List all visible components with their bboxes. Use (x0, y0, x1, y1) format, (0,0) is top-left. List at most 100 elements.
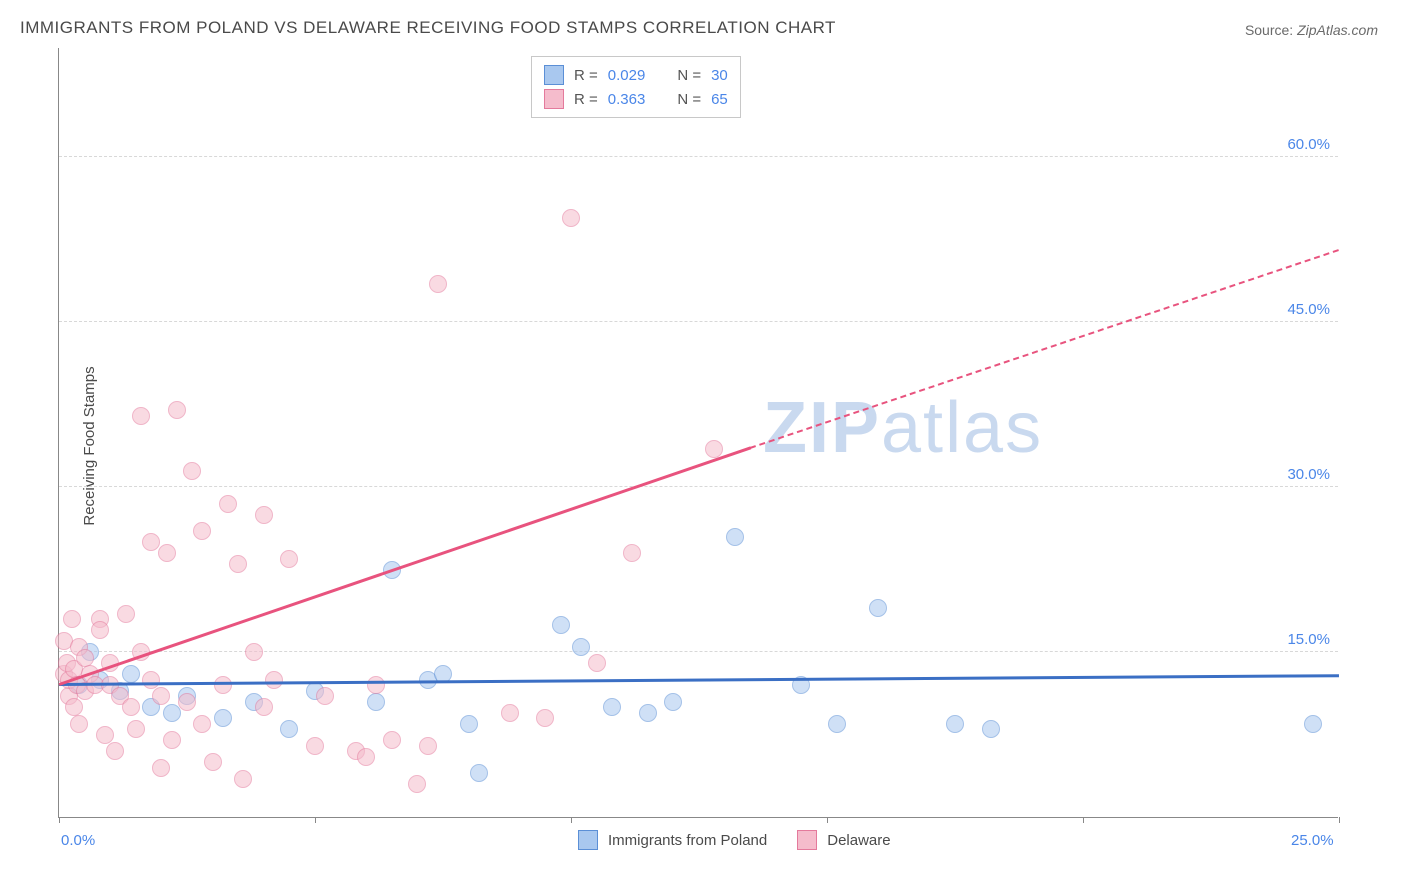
data-point-delaware (229, 555, 247, 573)
y-tick-label: 45.0% (1287, 301, 1330, 318)
source-attribution: Source: ZipAtlas.com (1245, 22, 1378, 38)
data-point-poland (163, 704, 181, 722)
data-point-delaware (214, 676, 232, 694)
data-point-delaware (316, 687, 334, 705)
data-point-poland (572, 638, 590, 656)
data-point-poland (1304, 715, 1322, 733)
trend-line-poland (59, 674, 1339, 685)
data-point-delaware (367, 676, 385, 694)
data-point-delaware (419, 737, 437, 755)
data-point-delaware (357, 748, 375, 766)
data-point-delaware (280, 550, 298, 568)
y-tick-label: 60.0% (1287, 136, 1330, 153)
data-point-delaware (562, 209, 580, 227)
data-point-delaware (536, 709, 554, 727)
x-tick (315, 817, 316, 823)
data-point-delaware (142, 671, 160, 689)
data-point-poland (367, 693, 385, 711)
data-point-delaware (65, 698, 83, 716)
source-value: ZipAtlas.com (1297, 22, 1378, 38)
data-point-poland (664, 693, 682, 711)
x-tick (571, 817, 572, 823)
data-point-poland (828, 715, 846, 733)
data-point-poland (603, 698, 621, 716)
data-point-poland (946, 715, 964, 733)
watermark-bold: ZIP (763, 388, 881, 468)
data-point-delaware (106, 742, 124, 760)
data-point-delaware (158, 544, 176, 562)
x-tick (1339, 817, 1340, 823)
data-point-delaware (623, 544, 641, 562)
data-point-delaware (132, 407, 150, 425)
legend-series-name: Delaware (827, 832, 890, 849)
data-point-delaware (245, 643, 263, 661)
data-point-delaware (76, 649, 94, 667)
legend-series-name: Immigrants from Poland (608, 832, 767, 849)
data-point-delaware (219, 495, 237, 513)
gridline (59, 486, 1338, 487)
legend-swatch (544, 89, 564, 109)
data-point-delaware (383, 731, 401, 749)
gridline (59, 321, 1338, 322)
x-tick-label: 0.0% (61, 832, 95, 849)
data-point-poland (726, 528, 744, 546)
legend-row-poland: R =0.029N =30 (544, 63, 728, 87)
data-point-poland (214, 709, 232, 727)
data-point-poland (122, 665, 140, 683)
data-point-delaware (255, 506, 273, 524)
gridline (59, 156, 1338, 157)
x-tick-label: 25.0% (1291, 832, 1334, 849)
data-point-delaware (117, 605, 135, 623)
data-point-delaware (408, 775, 426, 793)
legend-r-label: R = (574, 91, 598, 108)
x-tick (59, 817, 60, 823)
series-legend: Immigrants from Poland Delaware (578, 828, 891, 852)
data-point-poland (639, 704, 657, 722)
legend-item-poland: Immigrants from Poland (578, 828, 767, 852)
data-point-delaware (152, 687, 170, 705)
data-point-poland (460, 715, 478, 733)
legend-row-delaware: R = 0.363 N = 65 (544, 87, 728, 111)
legend-n-value: 65 (711, 91, 728, 108)
data-point-delaware (255, 698, 273, 716)
data-point-delaware (234, 770, 252, 788)
data-point-delaware (183, 462, 201, 480)
data-point-delaware (193, 522, 211, 540)
scatter-plot-area: ZIPatlas R =0.029N =30R =0.363N =65 15.0… (58, 48, 1338, 818)
data-point-delaware (127, 720, 145, 738)
data-point-delaware (91, 621, 109, 639)
legend-n-label: N = (677, 91, 701, 108)
data-point-delaware (705, 440, 723, 458)
legend-r-value: 0.363 (608, 91, 646, 108)
data-point-delaware (122, 698, 140, 716)
data-point-delaware (204, 753, 222, 771)
data-point-delaware (193, 715, 211, 733)
data-point-delaware (152, 759, 170, 777)
watermark-light: atlas (881, 388, 1043, 468)
data-point-poland (869, 599, 887, 617)
y-tick-label: 15.0% (1287, 631, 1330, 648)
data-point-poland (552, 616, 570, 634)
data-point-delaware (178, 693, 196, 711)
legend-item-delaware: Delaware (797, 828, 890, 852)
trend-line-delaware (59, 446, 751, 685)
data-point-poland (470, 764, 488, 782)
data-point-delaware (306, 737, 324, 755)
source-label: Source: (1245, 22, 1293, 38)
legend-swatch (797, 830, 817, 850)
data-point-delaware (70, 715, 88, 733)
legend-n-value: 30 (711, 67, 728, 84)
chart-title: IMMIGRANTS FROM POLAND VS DELAWARE RECEI… (20, 18, 836, 38)
data-point-poland (982, 720, 1000, 738)
trend-line-dashed-delaware (750, 249, 1339, 449)
legend-r-label: R = (574, 67, 598, 84)
x-tick (827, 817, 828, 823)
legend-swatch (544, 65, 564, 85)
legend-swatch (578, 830, 598, 850)
data-point-delaware (163, 731, 181, 749)
data-point-delaware (168, 401, 186, 419)
data-point-delaware (96, 726, 114, 744)
data-point-delaware (588, 654, 606, 672)
x-tick (1083, 817, 1084, 823)
correlation-legend: R =0.029N =30R =0.363N =65 (531, 56, 741, 118)
